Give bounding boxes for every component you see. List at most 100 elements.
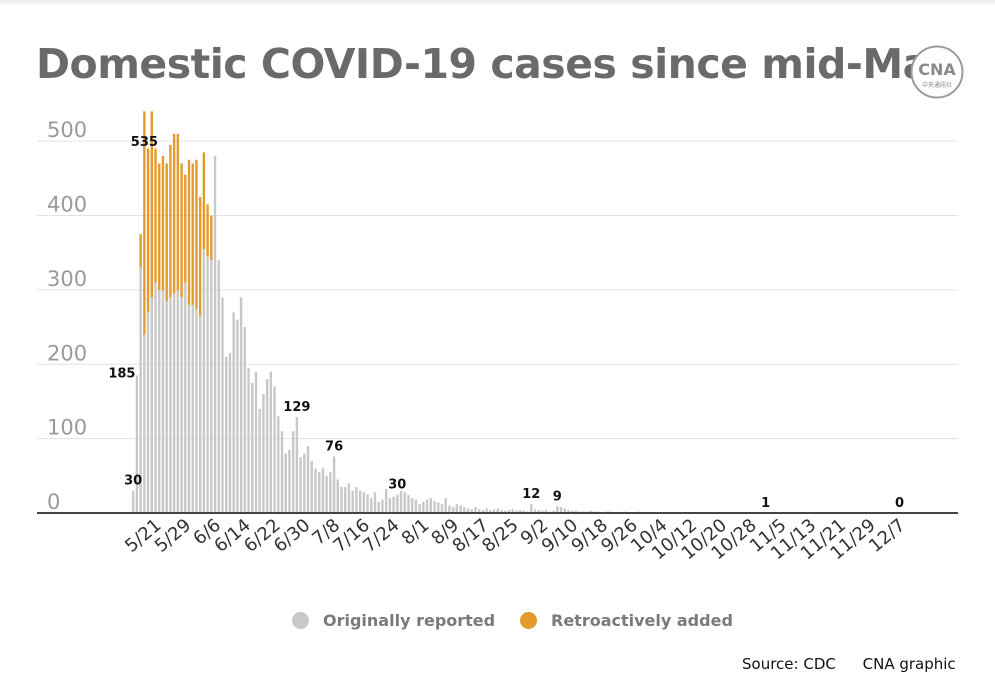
bar-originally-reported (433, 501, 436, 513)
bar-originally-reported (466, 508, 470, 513)
bar-originally-reported (206, 256, 209, 513)
bar-originally-reported (277, 416, 280, 513)
bar-originally-reported (180, 297, 183, 513)
bar-originally-reported (570, 510, 574, 513)
bar-retroactively-added (154, 148, 157, 283)
annotation-label: 185 (108, 366, 135, 381)
bar-originally-reported (407, 495, 410, 513)
bar-retroactively-added (202, 152, 206, 250)
bar-originally-reported (202, 249, 206, 513)
bar-originally-reported (146, 312, 150, 513)
bar-originally-reported (139, 267, 142, 513)
annotation-label: 0 (895, 496, 904, 511)
bar-originally-reported (251, 382, 254, 513)
bar-originally-reported (552, 510, 555, 513)
top-rule (0, 0, 995, 6)
bar-originally-reported (135, 375, 139, 513)
bar-originally-reported (481, 510, 485, 513)
bar-originally-reported (291, 431, 295, 513)
bar-originally-reported (254, 371, 258, 513)
bar-originally-reported (559, 507, 563, 513)
bar-originally-reported (399, 490, 403, 513)
bar-retroactively-added (191, 163, 194, 305)
credit-text: CNA graphic (862, 655, 956, 673)
bar-originally-reported (265, 379, 269, 513)
legend: Originally reported Retroactively added (0, 607, 995, 637)
annotation-label: 9 (553, 489, 562, 504)
bar-originally-reported (567, 510, 570, 513)
bar-originally-reported (489, 510, 492, 513)
bar-originally-reported (362, 492, 366, 513)
bar-retroactively-added (184, 174, 187, 283)
bar-originally-reported (340, 486, 343, 513)
bar-originally-reported (299, 457, 302, 513)
bar-originally-reported (239, 297, 243, 513)
bar-originally-reported (321, 468, 325, 513)
y-tick-label: 100 (47, 416, 87, 440)
bar-originally-reported (191, 304, 194, 513)
y-tick-label: 0 (47, 490, 60, 514)
bar-originally-reported (150, 297, 153, 513)
bar-originally-reported (158, 289, 161, 513)
bar-originally-reported (440, 504, 444, 513)
bar-originally-reported (463, 507, 466, 513)
bar-originally-reported (485, 508, 488, 513)
annotation-label: 129 (283, 400, 310, 415)
bar-retroactively-added (146, 148, 150, 313)
bar-originally-reported (176, 289, 180, 513)
bar-originally-reported (388, 498, 392, 513)
bar-originally-reported (269, 371, 273, 513)
x-tick-label: 12/7 (865, 515, 909, 557)
bar-originally-reported (384, 489, 388, 513)
bar-originally-reported (511, 509, 514, 513)
bar-originally-reported (154, 282, 157, 513)
bar-originally-reported (325, 475, 328, 513)
bar-originally-reported (198, 315, 202, 513)
bar-originally-reported (172, 293, 176, 513)
bar-retroactively-added (150, 111, 153, 298)
y-tick-label: 400 (47, 193, 87, 217)
bar-originally-reported (518, 510, 522, 513)
y-tick-label: 500 (47, 118, 87, 142)
y-tick-label: 200 (47, 341, 87, 365)
bar-originally-reported (217, 260, 220, 513)
bar-retroactively-added (161, 156, 165, 290)
bar-originally-reported (295, 417, 299, 513)
bar-originally-reported (358, 490, 362, 513)
bar-retroactively-added (143, 111, 146, 335)
bar-retroactively-added (195, 159, 198, 309)
bar-originally-reported (332, 456, 336, 513)
bar-originally-reported (184, 282, 187, 513)
bar-originally-reported (589, 510, 592, 513)
bar-retroactively-added (187, 159, 191, 305)
bar-originally-reported (414, 499, 418, 513)
bar-originally-reported (318, 472, 321, 513)
bar-originally-reported (533, 509, 537, 513)
bar-retroactively-added (176, 133, 180, 290)
bar-originally-reported (556, 506, 559, 513)
bar-originally-reported (500, 510, 503, 513)
bar-originally-reported (437, 502, 440, 513)
bar-originally-reported (392, 496, 395, 513)
x-tick-label: 7/24 (359, 515, 403, 557)
bar-originally-reported (496, 508, 499, 513)
bar-originally-reported (515, 510, 518, 513)
bar-retroactively-added (165, 163, 168, 302)
bar-originally-reported (418, 504, 421, 513)
x-tick-label: 5/29 (151, 515, 195, 557)
bar-originally-reported (314, 468, 317, 513)
bar-originally-reported (522, 510, 525, 513)
bar-originally-reported (132, 490, 135, 513)
bar-originally-reported (143, 334, 146, 513)
bar-originally-reported (258, 408, 261, 513)
bar-retroactively-added (172, 133, 176, 294)
bar-originally-reported (347, 483, 351, 513)
bar-originally-reported (507, 510, 511, 513)
bar-originally-reported (210, 260, 213, 513)
bar-originally-reported (336, 479, 339, 513)
bar-originally-reported (373, 492, 377, 513)
bar-originally-reported (451, 507, 455, 513)
bar-retroactively-added (158, 163, 161, 290)
bar-originally-reported (574, 510, 578, 513)
bar-originally-reported (474, 507, 477, 513)
